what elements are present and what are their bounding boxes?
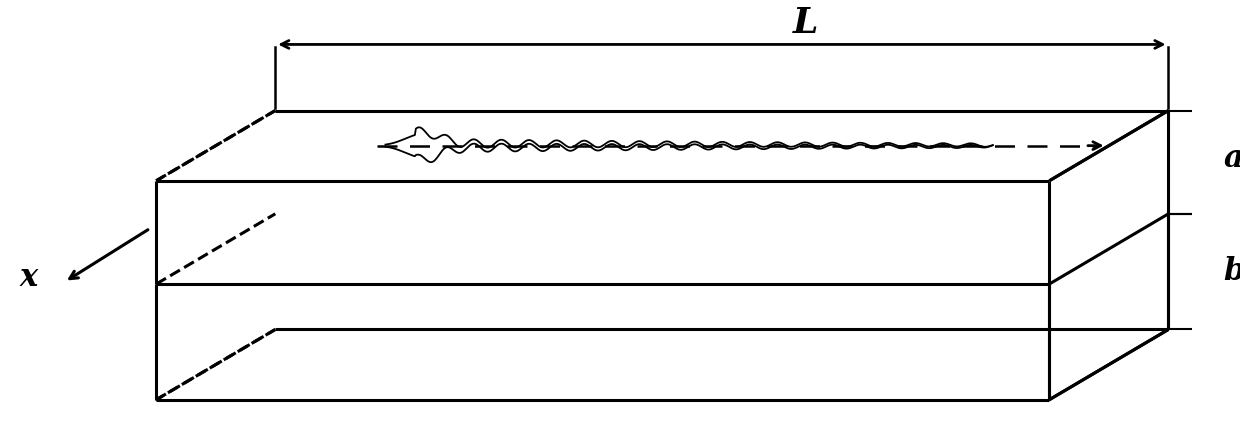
Text: b: b bbox=[1223, 256, 1240, 287]
Text: L: L bbox=[792, 6, 818, 40]
Text: x: x bbox=[20, 262, 38, 293]
Text: a: a bbox=[1223, 142, 1240, 174]
